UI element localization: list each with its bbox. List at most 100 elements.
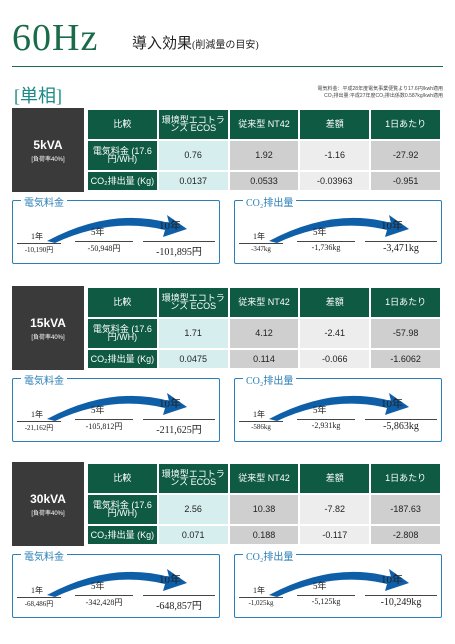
table-header-row: 比較 環境型エコトランス ECOS 従来型 NT42 差額 1日あたり bbox=[88, 464, 440, 493]
year-10-label: 10年 bbox=[381, 220, 403, 232]
cell-diff: -0.117 bbox=[300, 525, 370, 544]
load-rate: [負荷率40%] bbox=[31, 156, 65, 163]
panel-title: CO₂排出量 bbox=[243, 548, 297, 563]
cell-diff: -0.066 bbox=[300, 349, 370, 368]
year-1-label: 1年 bbox=[31, 410, 43, 419]
header-per-day: 1日あたり bbox=[371, 464, 440, 493]
year-5-label: 5年 bbox=[91, 405, 105, 415]
panel-title: 電気料金 bbox=[21, 372, 67, 387]
year-1-label: 1年 bbox=[31, 232, 43, 241]
co2-savings-panel: CO₂排出量 1年 5年 10年 -1,025kg -5,125kg -10,2… bbox=[234, 548, 442, 618]
header-nt42: 従来型 NT42 bbox=[229, 288, 299, 317]
co2-savings-panel: CO₂排出量 1年 5年 10年 -347kg -1,736kg -3,471k… bbox=[234, 194, 442, 264]
cell-ecos: 2.56 bbox=[158, 494, 228, 524]
co2-savings-panel: CO₂排出量 1年 5年 10年 -586kg -2,931kg -5,863k… bbox=[234, 372, 442, 442]
table-row: CO₂排出量 (Kg) 0.0137 0.0533 -0.03963 -0.95… bbox=[88, 171, 440, 190]
load-rate: [負荷率40%] bbox=[31, 510, 65, 517]
panel-title: CO₂排出量 bbox=[243, 194, 297, 209]
header-diff: 差額 bbox=[300, 110, 370, 139]
growth-arrow-icon bbox=[269, 215, 409, 243]
year-5-value: -2,931kg bbox=[297, 419, 355, 430]
cell-diff: -0.03963 bbox=[300, 171, 370, 190]
kva-value: 15kVA bbox=[30, 315, 66, 330]
cell-nt42: 1.92 bbox=[229, 140, 299, 170]
cell-nt42: 10.38 bbox=[229, 494, 299, 524]
capacity-label: 15kVA [負荷率40%] bbox=[12, 286, 84, 370]
table-row: 電気料金 (17.6円/WH) 0.76 1.92 -1.16 -27.92 bbox=[88, 140, 440, 170]
kva-value: 5kVA bbox=[33, 137, 63, 152]
year-10-label: 10年 bbox=[159, 220, 181, 232]
cell-diff: -7.82 bbox=[300, 494, 370, 524]
year-1-label: 1年 bbox=[253, 586, 265, 595]
table-header-row: 比較 環境型エコトランス ECOS 従来型 NT42 差額 1日あたり bbox=[88, 110, 440, 139]
table-row: CO₂排出量 (Kg) 0.071 0.188 -0.117 -2.808 bbox=[88, 525, 440, 544]
year-1-label: 1年 bbox=[253, 232, 265, 241]
year-1-value: -586kg bbox=[239, 421, 283, 431]
header-compare: 比較 bbox=[88, 288, 157, 317]
cell-ecos: 0.0137 bbox=[158, 171, 228, 190]
cell-ecos: 0.0475 bbox=[158, 349, 228, 368]
load-rate: [負荷率40%] bbox=[31, 334, 65, 341]
cell-nt42: 4.12 bbox=[229, 318, 299, 348]
row-label-co2: CO₂排出量 (Kg) bbox=[88, 171, 157, 190]
cell-per-day: -57.98 bbox=[371, 318, 440, 348]
header-compare: 比較 bbox=[88, 110, 157, 139]
year-1-value: -10,190円 bbox=[17, 243, 61, 255]
year-5-value: -5,125kg bbox=[297, 595, 355, 606]
year-1-label: 1年 bbox=[31, 586, 43, 595]
table-row: 電気料金 (17.6円/WH) 1.71 4.12 -2.41 -57.98 bbox=[88, 318, 440, 348]
year-1-value: -1,025kg bbox=[239, 597, 283, 607]
growth-arrow-icon bbox=[47, 569, 187, 597]
cell-per-day: -27.92 bbox=[371, 140, 440, 170]
header-compare: 比較 bbox=[88, 464, 157, 493]
panel-title: 電気料金 bbox=[21, 548, 67, 563]
page-title: 導入効果(削減量の目安) bbox=[132, 32, 259, 53]
comparison-table: 比較 環境型エコトランス ECOS 従来型 NT42 差額 1日あたり 電気料金… bbox=[86, 286, 442, 370]
cell-ecos: 0.76 bbox=[158, 140, 228, 170]
capacity-label: 30kVA [負荷率40%] bbox=[12, 462, 84, 546]
year-10-label: 10年 bbox=[381, 574, 403, 586]
cost-savings-panel: 電気料金 1年 5年 10年 -10,190円 -50,948円 -101,89… bbox=[12, 194, 220, 264]
header-nt42: 従来型 NT42 bbox=[229, 464, 299, 493]
cell-nt42: 0.0533 bbox=[229, 171, 299, 190]
header-nt42: 従来型 NT42 bbox=[229, 110, 299, 139]
header-ecos: 環境型エコトランス ECOS bbox=[158, 110, 228, 139]
table-row: 電気料金 (17.6円/WH) 2.56 10.38 -7.82 -187.63 bbox=[88, 494, 440, 524]
year-5-label: 5年 bbox=[313, 405, 327, 415]
cost-savings-panel: 電気料金 1年 5年 10年 -21,162円 -105,812円 -211,6… bbox=[12, 372, 220, 442]
capacity-label: 5kVA [負荷率40%] bbox=[12, 108, 84, 192]
year-10-value: -211,625円 bbox=[143, 419, 215, 436]
footnote-line: CO₂排出量:平成27年度CO₂排出係数0.587kg/kwh適用 bbox=[324, 93, 443, 99]
year-10-label: 10年 bbox=[159, 398, 181, 410]
year-10-value: -3,471kg bbox=[365, 241, 437, 254]
growth-arrow-icon bbox=[269, 569, 409, 597]
header-ecos: 環境型エコトランス ECOS bbox=[158, 464, 228, 493]
year-1-value: -68,486円 bbox=[17, 597, 61, 609]
year-5-value: -50,948円 bbox=[75, 241, 133, 254]
header-diff: 差額 bbox=[300, 464, 370, 493]
growth-arrow-icon bbox=[47, 393, 187, 421]
cell-diff: -1.16 bbox=[300, 140, 370, 170]
cell-per-day: -0.951 bbox=[371, 171, 440, 190]
year-1-value: -347kg bbox=[239, 243, 283, 253]
year-10-value: -5,863kg bbox=[365, 419, 437, 432]
year-5-label: 5年 bbox=[91, 581, 105, 591]
frequency-title: 60Hz bbox=[12, 17, 99, 59]
cell-nt42: 0.114 bbox=[229, 349, 299, 368]
panel-title: 電気料金 bbox=[21, 194, 67, 209]
year-5-value: -1,736kg bbox=[297, 241, 355, 252]
cell-ecos: 0.071 bbox=[158, 525, 228, 544]
row-label-co2: CO₂排出量 (Kg) bbox=[88, 525, 157, 544]
cost-savings-panel: 電気料金 1年 5年 10年 -68,486円 -342,428円 -648,8… bbox=[12, 548, 220, 618]
table-row: CO₂排出量 (Kg) 0.0475 0.114 -0.066 -1.6062 bbox=[88, 349, 440, 368]
section-label: [単相] bbox=[14, 86, 62, 106]
comparison-table: 比較 環境型エコトランス ECOS 従来型 NT42 差額 1日あたり 電気料金… bbox=[86, 462, 442, 546]
footnote-line: 電気料金：平成28年度電気事業便覧より17.6円/kwh適用 bbox=[317, 86, 443, 92]
title-main: 導入効果 bbox=[132, 36, 193, 52]
year-1-label: 1年 bbox=[253, 410, 265, 419]
comparison-table: 比較 環境型エコトランス ECOS 従来型 NT42 差額 1日あたり 電気料金… bbox=[86, 108, 442, 192]
growth-arrow-icon bbox=[269, 393, 409, 421]
header-per-day: 1日あたり bbox=[371, 288, 440, 317]
cell-diff: -2.41 bbox=[300, 318, 370, 348]
kva-value: 30kVA bbox=[30, 491, 66, 506]
